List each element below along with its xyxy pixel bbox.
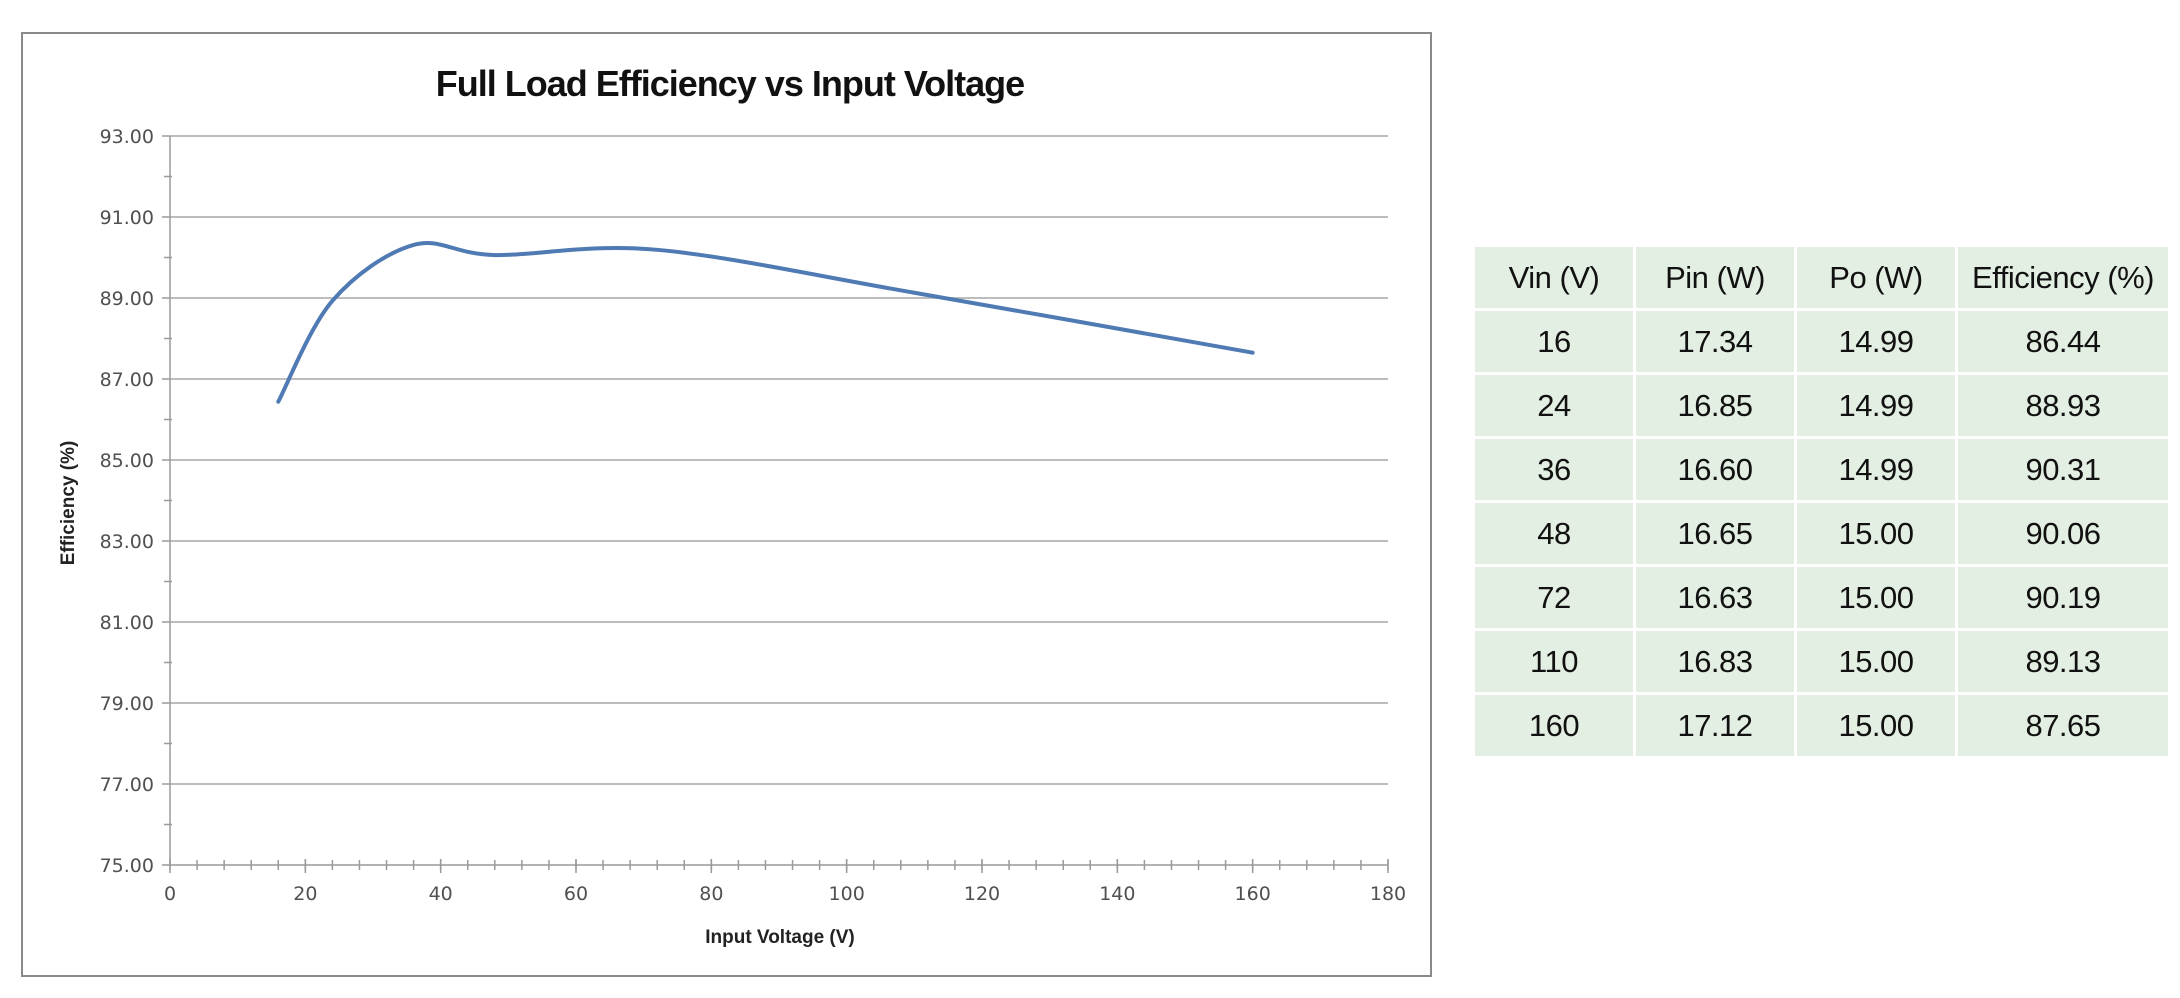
y-tick-label: 75.00: [100, 855, 154, 877]
series-layer: [276, 240, 1255, 404]
series-line-efficiency: [276, 240, 1255, 404]
x-tick-label: 140: [1099, 883, 1135, 905]
y-tick-label: 89.00: [100, 288, 154, 310]
table-row: 36 16.60 14.99 90.31: [1475, 439, 2168, 500]
efficiency-chart: Full Load Efficiency vs Input Voltage 75…: [58, 63, 1406, 948]
y-tick-label: 93.00: [100, 126, 154, 148]
table-row: 16 17.34 14.99 86.44: [1475, 311, 2168, 372]
table-row: 160 17.12 15.00 87.65: [1475, 695, 2168, 756]
header-efficiency: Efficiency (%): [1958, 247, 2168, 308]
cell-pin: 16.85: [1636, 375, 1794, 436]
cell-pin: 16.83: [1636, 631, 1794, 692]
cell-po: 14.99: [1797, 375, 1955, 436]
table-header-row: Vin (V) Pin (W) Po (W) Efficiency (%): [1475, 247, 2168, 308]
x-tick-label: 60: [564, 883, 588, 905]
gridlines: [170, 135, 1388, 785]
cell-pin: 16.63: [1636, 567, 1794, 628]
table-row: 110 16.83 15.00 89.13: [1475, 631, 2168, 692]
y-tick-label: 81.00: [100, 612, 154, 634]
cell-po: 14.99: [1797, 439, 1955, 500]
axes: [162, 135, 1389, 873]
cell-po: 15.00: [1797, 567, 1955, 628]
cell-pin: 17.12: [1636, 695, 1794, 756]
cell-pin: 16.65: [1636, 503, 1794, 564]
x-tick-label: 120: [964, 883, 1000, 905]
x-tick-label: 0: [164, 883, 176, 905]
y-tick-label: 91.00: [100, 207, 154, 229]
table-row: 48 16.65 15.00 90.06: [1475, 503, 2168, 564]
cell-efficiency: 86.44: [1958, 311, 2168, 372]
cell-efficiency: 89.13: [1958, 631, 2168, 692]
cell-pin: 17.34: [1636, 311, 1794, 372]
y-tick-label: 87.00: [100, 369, 154, 391]
cell-efficiency: 90.31: [1958, 439, 2168, 500]
chart-title: Full Load Efficiency vs Input Voltage: [436, 63, 1024, 104]
cell-vin: 110: [1475, 631, 1633, 692]
cell-vin: 36: [1475, 439, 1633, 500]
y-tick-labels: 75.00 77.00 79.00 81.00 83.00 85.00 87.00 89.00…: [100, 126, 154, 877]
x-tick-label: 40: [429, 883, 453, 905]
y-tick-label: 79.00: [100, 693, 154, 715]
table-row: 72 16.63 15.00 90.19: [1475, 567, 2168, 628]
cell-efficiency: 87.65: [1958, 695, 2168, 756]
cell-vin: 160: [1475, 695, 1633, 756]
cell-vin: 16: [1475, 311, 1633, 372]
chart-frame: Full Load Efficiency vs Input Voltage 75…: [21, 32, 1432, 977]
x-tick-label: 80: [699, 883, 723, 905]
cell-vin: 24: [1475, 375, 1633, 436]
cell-vin: 48: [1475, 503, 1633, 564]
cell-efficiency: 88.93: [1958, 375, 2168, 436]
x-axis-title: Input Voltage (V): [705, 927, 855, 948]
cell-efficiency: 90.19: [1958, 567, 2168, 628]
table-row: 24 16.85 14.99 88.93: [1475, 375, 2168, 436]
cell-efficiency: 90.06: [1958, 503, 2168, 564]
cell-po: 14.99: [1797, 311, 1955, 372]
y-tick-label: 77.00: [100, 774, 154, 796]
y-axis-title: Efficiency (%): [58, 441, 79, 566]
cell-po: 15.00: [1797, 503, 1955, 564]
cell-vin: 72: [1475, 567, 1633, 628]
cell-pin: 16.60: [1636, 439, 1794, 500]
y-tick-label: 83.00: [100, 531, 154, 553]
x-tick-label: 100: [829, 883, 865, 905]
header-vin: Vin (V): [1475, 247, 1633, 308]
cell-po: 15.00: [1797, 695, 1955, 756]
x-tick-labels: 0 20 40 60 80 100 120 140 160 180: [164, 883, 1406, 905]
x-tick-label: 180: [1370, 883, 1406, 905]
efficiency-data-table: Vin (V) Pin (W) Po (W) Efficiency (%) 16…: [1472, 244, 2171, 759]
cell-po: 15.00: [1797, 631, 1955, 692]
header-pin: Pin (W): [1636, 247, 1794, 308]
header-po: Po (W): [1797, 247, 1955, 308]
y-tick-label: 85.00: [100, 450, 154, 472]
x-tick-label: 160: [1235, 883, 1271, 905]
x-tick-label: 20: [293, 883, 317, 905]
